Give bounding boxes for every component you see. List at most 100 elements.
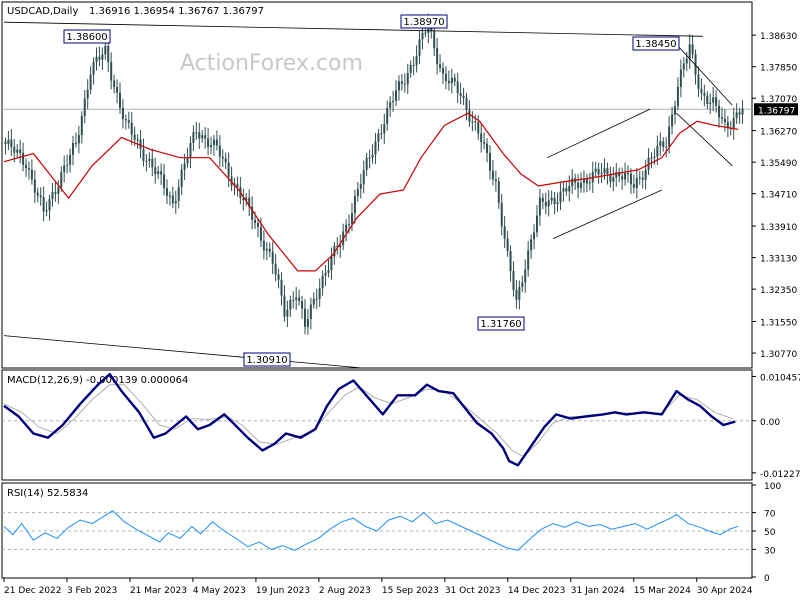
candle-body (60, 172, 63, 188)
candle-body (453, 77, 456, 82)
candle-body (483, 142, 486, 144)
candle-body (582, 178, 585, 183)
candle-body (157, 171, 160, 175)
candle-body (497, 181, 500, 203)
candle-body (163, 174, 166, 189)
candle-body (395, 90, 398, 101)
candle-body (703, 93, 706, 96)
candle-body (210, 145, 213, 147)
candle-body (535, 215, 538, 233)
candle-body (500, 202, 503, 227)
candle-body (571, 178, 574, 186)
svg-text:1.38600: 1.38600 (66, 32, 107, 43)
candle-body (33, 179, 36, 193)
price-tick-label: 1.38630 (760, 32, 797, 42)
price-tick-label: 1.34710 (760, 191, 797, 201)
candle-body (218, 145, 221, 157)
candle-body (309, 304, 312, 320)
price-y-axis: 1.38630 1.37850 1.37070 1.36270 1.35490 1.347… (752, 32, 798, 360)
trendline (676, 44, 733, 106)
candle-body (524, 269, 527, 283)
x-tick-label: 19 Jun 2023 (256, 586, 310, 596)
candle-body (491, 170, 494, 180)
candle-body (333, 245, 336, 257)
candle-body (142, 148, 145, 161)
candle-body (4, 141, 7, 145)
candle-body (668, 126, 671, 147)
candle-body (679, 69, 682, 87)
candle-body (16, 149, 19, 153)
candle-body (110, 62, 113, 81)
candle-body (676, 86, 679, 107)
candle-body (374, 141, 377, 155)
candle-body (315, 298, 318, 300)
price-tick-label: 1.33130 (760, 255, 797, 265)
macd-main-line (3, 372, 736, 467)
price-label-1-38970: 1.38970 (400, 14, 448, 29)
candle-body (148, 158, 151, 161)
candle-body (160, 171, 163, 175)
x-tick-label: 15 Sep 2023 (382, 586, 439, 596)
trendline (547, 108, 651, 159)
candle-body (165, 188, 168, 196)
candle-body (324, 272, 327, 276)
candle-body (339, 245, 342, 248)
candle-body (412, 64, 415, 66)
rsi-tick-label: 100 (764, 482, 781, 492)
candle-body (662, 141, 665, 147)
trendline (3, 335, 363, 369)
candle-body (312, 298, 315, 305)
candle-body (371, 154, 374, 158)
candle-body (289, 300, 292, 310)
candle-body (104, 45, 107, 55)
candle-body (494, 179, 497, 182)
candle-body (518, 286, 521, 300)
rsi-tick-label: 70 (764, 510, 776, 520)
candle-body (92, 62, 95, 75)
candle-body (292, 299, 295, 301)
candle-body (656, 146, 659, 157)
candle-body (421, 32, 424, 40)
rsi-tick-label: 30 (764, 546, 776, 556)
candle-body (503, 226, 506, 239)
price-label-1-30910: 1.30910 (243, 352, 291, 367)
candle-body (465, 98, 468, 110)
macd-tick-label: -0.012276 (760, 470, 800, 480)
candle-body (556, 202, 559, 204)
candle-body (248, 197, 251, 207)
candle-body (665, 146, 668, 148)
candle-body (257, 222, 260, 227)
candle-body (251, 206, 254, 220)
candle-body (95, 56, 98, 63)
candle-body (265, 248, 268, 251)
candle-body (116, 86, 119, 93)
candle-body (547, 200, 550, 207)
candle-body (268, 248, 271, 252)
rsi-y-axis: 100 70 50 30 0 (752, 482, 781, 584)
price-panel-frame (1, 1, 753, 369)
candle-body (718, 105, 721, 118)
candle-body (45, 210, 48, 212)
candle-body (306, 319, 309, 327)
candle-body (365, 157, 368, 170)
candle-body (359, 184, 362, 189)
candle-body (559, 191, 562, 203)
moving-average (3, 112, 739, 272)
x-tick-label: 31 Jan 2024 (571, 586, 625, 596)
candle-body (207, 138, 210, 147)
candle-body (741, 108, 744, 115)
candle-body (259, 226, 262, 241)
candle-body (562, 188, 565, 192)
candle-body (682, 63, 685, 70)
candle-body (327, 269, 330, 273)
candle-body (245, 197, 248, 201)
price-label-1-38450: 1.38450 (632, 36, 680, 51)
candle-body (568, 185, 571, 192)
x-tick-label: 14 Dec 2023 (508, 586, 566, 596)
candle-body (480, 133, 483, 143)
candle-body (618, 171, 621, 177)
trendlines (3, 21, 733, 369)
x-axis: 21 Dec 2022 3 Feb 2023 21 Mar 2023 4 May 20… (3, 578, 753, 596)
candle-body (271, 251, 274, 264)
candle-body (585, 178, 588, 184)
